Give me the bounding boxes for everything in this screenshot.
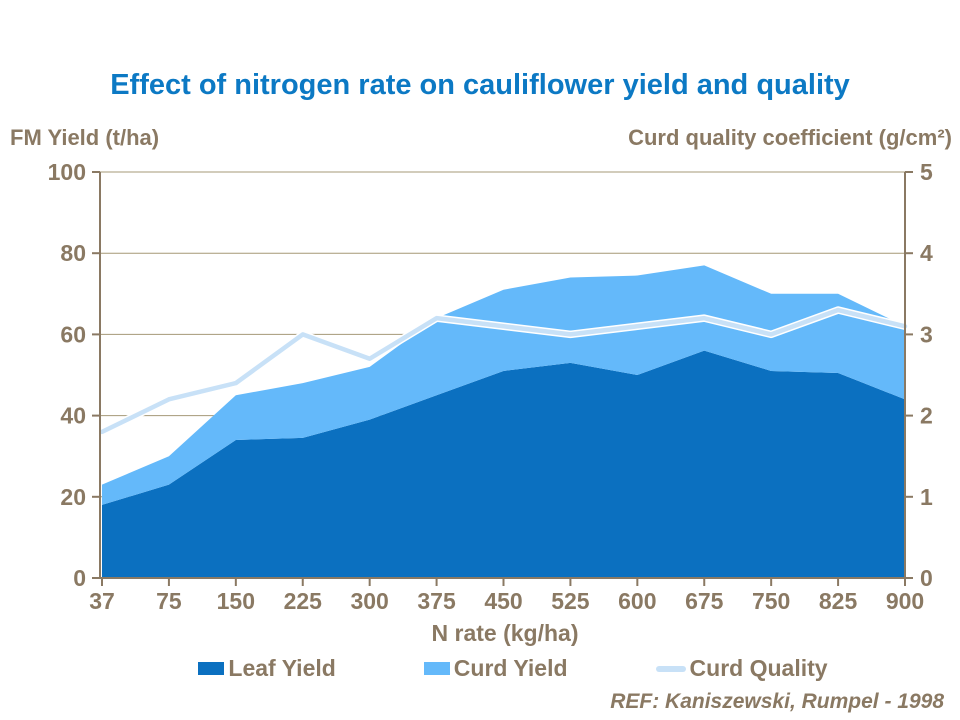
x-axis-tick-label: 525 xyxy=(551,588,590,614)
left-axis-tick-label: 80 xyxy=(60,240,86,266)
legend-item-curd-yield: Curd Yield xyxy=(423,655,568,682)
x-axis-tick-label: 750 xyxy=(752,588,790,614)
leaf-yield-area xyxy=(102,350,905,578)
x-axis-tick-label: 150 xyxy=(217,588,255,614)
x-axis-title: N rate (kg/ha) xyxy=(431,620,579,646)
legend-item-leaf-yield: Leaf Yield xyxy=(198,655,336,682)
left-axis-tick-label: 0 xyxy=(73,565,86,591)
legend-item-curd-quality: Curd Quality xyxy=(655,655,828,682)
x-axis-tick-label: 900 xyxy=(886,588,924,614)
left-axis-tick-label: 60 xyxy=(60,321,86,347)
x-axis-tick-label: 375 xyxy=(417,588,456,614)
x-axis-tick-label: 225 xyxy=(284,588,323,614)
right-axis-title: Curd quality coefficient (g/cm²) xyxy=(628,125,952,150)
x-axis-tick-label: 300 xyxy=(350,588,388,614)
chart-title: Effect of nitrogen rate on cauliflower y… xyxy=(110,69,850,101)
x-axis-tick-label: 600 xyxy=(618,588,656,614)
right-axis-tick-label: 2 xyxy=(920,403,933,429)
x-axis-tick-label: 37 xyxy=(89,588,115,614)
curd-quality-line xyxy=(99,307,908,435)
right-axis-tick-label: 5 xyxy=(920,159,933,185)
curd-quality-swatch-icon xyxy=(655,665,686,672)
curd-yield-swatch-icon xyxy=(423,662,450,675)
right-axis-tick-label: 4 xyxy=(920,240,933,266)
left-axis-title: FM Yield (t/ha) xyxy=(10,125,160,150)
legend-label-leaf-yield: Leaf Yield xyxy=(228,655,336,681)
leaf-yield-swatch-icon xyxy=(198,662,225,675)
x-axis-tick-label: 75 xyxy=(156,588,182,614)
legend: Leaf Yield Curd Yield Curd Quality xyxy=(66,655,960,682)
x-axis-tick-label: 450 xyxy=(484,588,522,614)
reference-text: REF: Kaniszewski, Rumpel - 1998 xyxy=(610,690,944,713)
legend-label-curd-quality: Curd Quality xyxy=(689,655,828,681)
right-axis-tick-label: 1 xyxy=(920,484,933,510)
x-axis-tick-label: 825 xyxy=(819,588,858,614)
left-axis-tick-label: 40 xyxy=(60,403,86,429)
right-axis-tick-label: 3 xyxy=(920,321,933,347)
curd-yield-area xyxy=(102,265,905,505)
left-axis-tick-label: 20 xyxy=(60,484,86,510)
left-axis-tick-label: 100 xyxy=(48,159,86,185)
legend-label-curd-yield: Curd Yield xyxy=(453,655,568,681)
right-axis-tick-label: 0 xyxy=(920,565,933,591)
x-axis-tick-label: 675 xyxy=(685,588,724,614)
